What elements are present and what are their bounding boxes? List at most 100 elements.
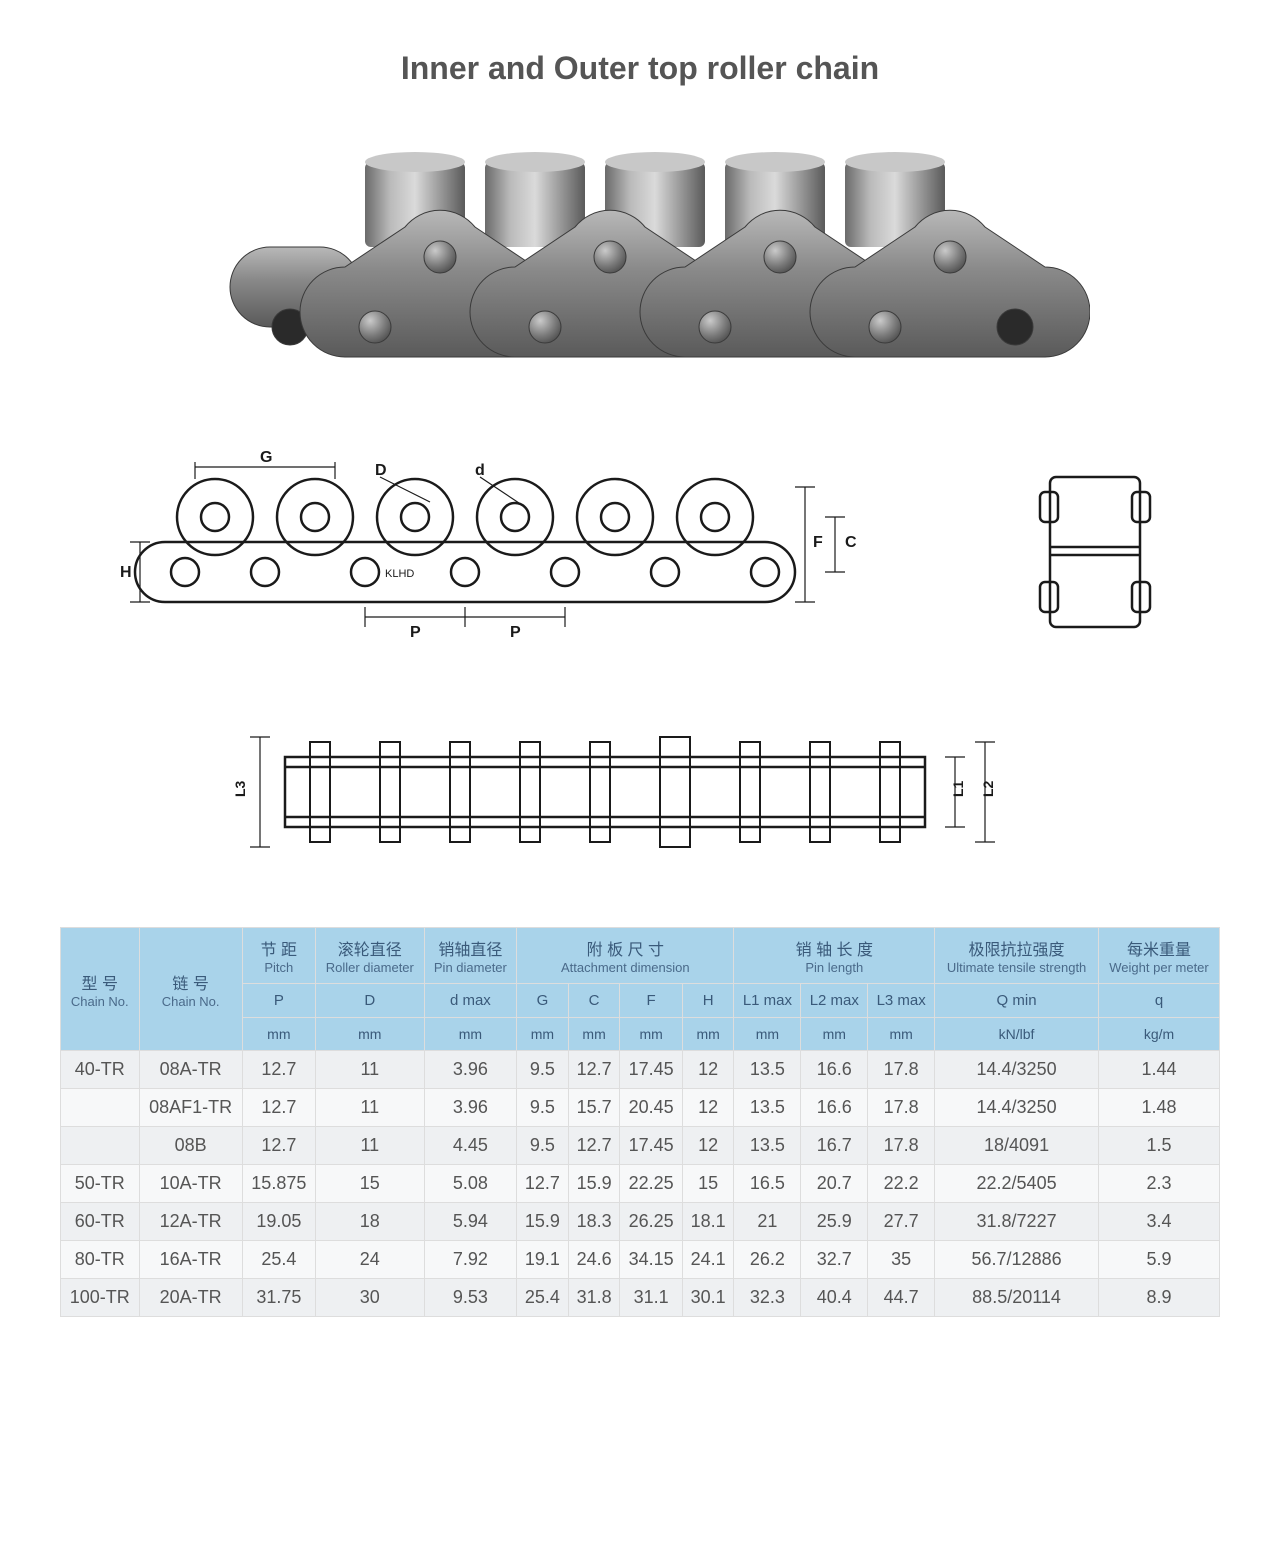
table-cell: 16.5 [734,1165,801,1203]
table-row: 50-TR10A-TR15.875155.0812.715.922.251516… [61,1165,1220,1203]
table-cell: 15.875 [242,1165,315,1203]
table-cell: 50-TR [61,1165,140,1203]
table-cell: 20.45 [620,1089,682,1127]
table-cell: 40-TR [61,1051,140,1089]
table-cell: 24.1 [682,1241,734,1279]
table-cell: 30 [315,1279,424,1317]
table-cell: 16.6 [801,1051,868,1089]
dim-P1: P [410,624,421,641]
table-cell: 20A-TR [139,1279,242,1317]
table-cell [61,1089,140,1127]
table-cell: 13.5 [734,1089,801,1127]
table-cell: 25.4 [242,1241,315,1279]
table-cell: 12.7 [568,1127,620,1165]
end-elevation-diagram [995,447,1195,677]
table-cell: 44.7 [868,1279,935,1317]
table-cell: 16.7 [801,1127,868,1165]
table-cell: 31.8/7227 [935,1203,1099,1241]
table-cell: 12A-TR [139,1203,242,1241]
table-cell: 2.3 [1099,1165,1220,1203]
table-cell: 11 [315,1089,424,1127]
table-cell: 1.44 [1099,1051,1220,1089]
table-cell: 5.08 [424,1165,516,1203]
table-cell: 24 [315,1241,424,1279]
table-cell: 15.9 [517,1203,569,1241]
table-cell: 25.9 [801,1203,868,1241]
table-cell: 35 [868,1241,935,1279]
table-row: 100-TR20A-TR31.75309.5325.431.831.130.13… [61,1279,1220,1317]
table-cell: 5.9 [1099,1241,1220,1279]
table-cell: 22.2 [868,1165,935,1203]
dim-G: G [260,449,272,466]
table-cell: 56.7/12886 [935,1241,1099,1279]
spec-table: 型 号Chain No. 链 号Chain No. 节 距Pitch 滚轮直径R… [60,927,1220,1317]
table-cell: 17.45 [620,1051,682,1089]
col-chain: 链 号Chain No. [139,928,242,1051]
table-cell: 26.25 [620,1203,682,1241]
table-cell: 12 [682,1051,734,1089]
table-cell: 15.9 [568,1165,620,1203]
table-cell: 12.7 [568,1051,620,1089]
table-cell: 100-TR [61,1279,140,1317]
col-roller: 滚轮直径Roller diameter [315,928,424,984]
table-cell: 30.1 [682,1279,734,1317]
table-cell: 1.48 [1099,1089,1220,1127]
svg-text:L3: L3 [232,780,248,797]
table-row: 40-TR08A-TR12.7113.969.512.717.451213.51… [61,1051,1220,1089]
dim-C: C [845,534,857,551]
table-cell: 9.53 [424,1279,516,1317]
page-title: Inner and Outer top roller chain [60,50,1220,87]
table-cell: 12 [682,1089,734,1127]
table-cell: 9.5 [517,1051,569,1089]
table-cell: 32.7 [801,1241,868,1279]
svg-text:L1: L1 [950,780,966,797]
table-cell: 22.25 [620,1165,682,1203]
table-cell: 3.4 [1099,1203,1220,1241]
table-cell: 16.6 [801,1089,868,1127]
table-cell: 13.5 [734,1051,801,1089]
table-cell: 13.5 [734,1127,801,1165]
table-cell: 18.3 [568,1203,620,1241]
table-cell: 27.7 [868,1203,935,1241]
table-cell: 88.5/20114 [935,1279,1099,1317]
table-cell: 19.05 [242,1203,315,1241]
table-cell: 11 [315,1127,424,1165]
table-cell: 14.4/3250 [935,1051,1099,1089]
diagram-row: G D d H P P C F KLHD [60,447,1220,677]
table-cell: 4.45 [424,1127,516,1165]
table-cell: 15 [682,1165,734,1203]
table-cell: 12.7 [242,1051,315,1089]
col-tensile: 极限抗拉强度Ultimate tensile strength [935,928,1099,984]
table-cell [61,1127,140,1165]
col-pitch: 节 距Pitch [242,928,315,984]
table-cell: 26.2 [734,1241,801,1279]
table-cell: 80-TR [61,1241,140,1279]
dim-D: D [375,462,387,479]
dim-d: d [475,462,485,479]
svg-text:L2: L2 [980,780,996,797]
table-cell: 17.8 [868,1127,935,1165]
side-elevation-diagram: G D d H P P C F KLHD [85,447,935,677]
col-attach: 附 板 尺 寸Attachment dimension [517,928,734,984]
table-header: 型 号Chain No. 链 号Chain No. 节 距Pitch 滚轮直径R… [61,928,1220,1051]
table-cell: 3.96 [424,1089,516,1127]
table-cell: 25.4 [517,1279,569,1317]
dim-H: H [120,564,132,581]
table-cell: 16A-TR [139,1241,242,1279]
table-cell: 08B [139,1127,242,1165]
col-pinlen: 销 轴 长 度Pin length [734,928,935,984]
dim-P2: P [510,624,521,641]
col-model: 型 号Chain No. [61,928,140,1051]
table-cell: 18.1 [682,1203,734,1241]
table-cell: 34.15 [620,1241,682,1279]
table-cell: 31.8 [568,1279,620,1317]
table-cell: 7.92 [424,1241,516,1279]
table-cell: 20.7 [801,1165,868,1203]
table-row: 08AF1-TR12.7113.969.515.720.451213.516.6… [61,1089,1220,1127]
table-body: 40-TR08A-TR12.7113.969.512.717.451213.51… [61,1051,1220,1317]
table-cell: 24.6 [568,1241,620,1279]
table-row: 08B12.7114.459.512.717.451213.516.717.81… [61,1127,1220,1165]
table-cell: 08AF1-TR [139,1089,242,1127]
table-cell: 08A-TR [139,1051,242,1089]
table-cell: 17.8 [868,1051,935,1089]
